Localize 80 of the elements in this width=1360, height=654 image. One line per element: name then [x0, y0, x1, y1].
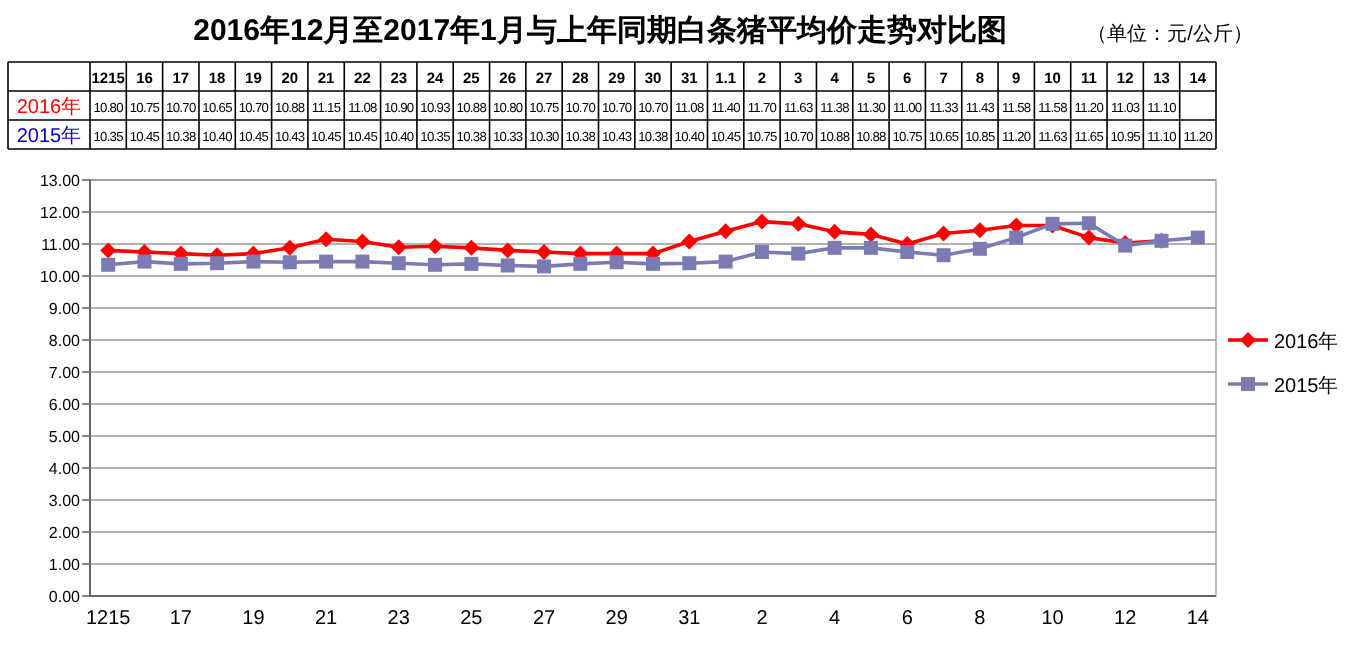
y-tick-label: 12.00	[39, 204, 82, 222]
point	[282, 255, 297, 270]
point	[681, 233, 698, 250]
point	[717, 223, 734, 240]
point	[173, 256, 188, 271]
y-tick-label: 13.00	[39, 172, 82, 190]
category-label: 29	[605, 608, 628, 630]
point	[718, 254, 733, 269]
point	[609, 255, 624, 270]
category-label: 6	[901, 608, 913, 630]
point	[500, 258, 515, 273]
point	[390, 239, 407, 256]
point	[1190, 230, 1205, 245]
point	[935, 225, 952, 242]
y-tick-label: 1.00	[48, 556, 82, 574]
y-tick-label: 9.00	[48, 300, 82, 318]
point	[318, 231, 335, 248]
y-tick-label: 7.00	[48, 364, 82, 382]
point	[971, 222, 988, 239]
point	[463, 239, 480, 256]
point	[464, 256, 479, 271]
point	[682, 256, 697, 271]
category-label: 21	[314, 608, 338, 630]
chart-subtitle: （单位：元/公斤）	[1087, 22, 1253, 46]
category-label: 23	[387, 608, 410, 630]
point	[646, 256, 660, 271]
point	[281, 239, 298, 256]
category-label: 31	[678, 608, 701, 630]
y-tick-label: 3.00	[48, 492, 82, 510]
point	[862, 226, 879, 243]
y-tick-label: 10.00	[39, 268, 82, 286]
point	[499, 242, 516, 259]
category-label: 1215	[85, 608, 131, 630]
y-tick-label: 0.00	[48, 588, 82, 606]
category-label: 19	[242, 608, 265, 630]
category-label: 10	[1041, 608, 1064, 630]
category-label: 14	[1186, 608, 1209, 630]
point	[319, 254, 334, 269]
point	[900, 245, 915, 259]
point	[536, 244, 553, 260]
y-tick-label: 8.00	[48, 332, 82, 350]
category-label: 25	[460, 608, 483, 630]
category-label: 8	[974, 608, 986, 630]
text: 2016年	[16, 96, 82, 119]
point	[826, 223, 843, 240]
point	[753, 213, 770, 230]
point	[573, 256, 588, 271]
legend-label: 2015年	[1274, 374, 1339, 398]
point	[354, 233, 371, 250]
category-label: 27	[532, 608, 556, 630]
point	[391, 256, 406, 271]
y-tick-label: 6.00	[48, 396, 82, 414]
y-tick-label: 4.00	[48, 460, 82, 478]
point	[972, 241, 987, 256]
point	[1080, 229, 1097, 246]
point	[936, 248, 951, 263]
point	[355, 254, 370, 269]
point	[790, 215, 807, 232]
point	[101, 257, 116, 272]
point	[100, 242, 117, 259]
point	[537, 259, 552, 274]
category-label: 12	[1114, 608, 1137, 630]
point	[137, 254, 152, 269]
point	[827, 240, 842, 255]
legend-label: 2016年	[1274, 330, 1339, 354]
point	[863, 240, 878, 255]
chart-title: 2016年12月至2017年1月与上年同期白条猪平均价走势对比图	[193, 14, 1007, 48]
point	[246, 254, 261, 269]
point	[1081, 216, 1096, 231]
point	[428, 257, 443, 272]
text: 2015年	[16, 125, 82, 148]
point	[427, 238, 444, 255]
y-tick-label: 5.00	[48, 428, 82, 446]
point	[791, 246, 806, 261]
y-tick-label: 11.00	[41, 236, 82, 254]
y-tick-label: 2.00	[48, 524, 82, 542]
category-label: 17	[169, 608, 192, 630]
point	[754, 245, 769, 259]
point	[210, 256, 225, 271]
point	[1009, 230, 1024, 245]
